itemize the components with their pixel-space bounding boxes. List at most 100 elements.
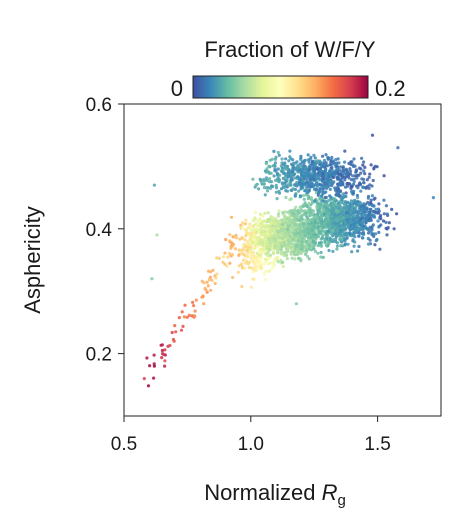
scatter-point xyxy=(192,314,196,318)
scatter-point xyxy=(333,232,337,236)
scatter-point xyxy=(325,234,329,238)
scatter-point xyxy=(294,302,298,306)
scatter-point xyxy=(361,228,365,232)
scatter-point xyxy=(152,362,156,366)
scatter-point xyxy=(329,202,333,206)
scatter-point xyxy=(271,218,275,222)
scatter-point xyxy=(315,201,319,205)
scatter-point xyxy=(370,203,374,208)
scatter-point xyxy=(321,208,325,212)
scatter-point xyxy=(382,212,386,216)
scatter-point xyxy=(259,252,263,256)
scatter-point xyxy=(324,190,328,194)
scatter-point xyxy=(326,229,330,233)
scatter-point xyxy=(268,253,272,257)
scatter-point xyxy=(336,157,340,161)
scatter-point xyxy=(294,167,298,171)
scatter-point xyxy=(370,133,375,137)
x-tick-label: 0.5 xyxy=(111,434,137,455)
scatter-point xyxy=(264,170,268,174)
scatter-point xyxy=(163,348,167,352)
scatter-point xyxy=(170,330,174,335)
scatter-point xyxy=(266,250,270,254)
scatter-point xyxy=(253,228,257,232)
scatter-point xyxy=(226,255,230,259)
scatter-point xyxy=(360,177,364,181)
scatter-point xyxy=(309,239,313,243)
scatter-point xyxy=(310,181,314,185)
scatter-point xyxy=(296,163,300,168)
scatter-point xyxy=(341,192,345,196)
scatter-point xyxy=(331,249,335,253)
scatter-point xyxy=(279,248,284,252)
scatter-point xyxy=(294,237,298,241)
scatter-point xyxy=(375,237,379,242)
scatter-point xyxy=(293,239,297,243)
scatter-point xyxy=(361,206,365,211)
scatter-point xyxy=(326,199,331,203)
scatter-point xyxy=(244,218,248,222)
scatter-point xyxy=(266,186,270,190)
scatter-point xyxy=(272,228,276,232)
scatter-point xyxy=(384,220,388,224)
scatter-point xyxy=(296,249,300,253)
scatter-point xyxy=(274,190,278,194)
scatter-point xyxy=(258,212,263,216)
scatter-point xyxy=(322,158,326,163)
scatter-point xyxy=(335,219,339,223)
scatter-point xyxy=(309,185,313,189)
scatter-point xyxy=(300,237,304,241)
scatter-point xyxy=(343,206,347,211)
scatter-point xyxy=(284,157,288,161)
scatter-point xyxy=(262,238,266,242)
scatter-point xyxy=(328,225,332,229)
scatter-point xyxy=(342,228,346,232)
scatter-point xyxy=(343,242,347,246)
scatter-point xyxy=(297,256,301,260)
scatter-point xyxy=(291,166,295,170)
scatter-point xyxy=(306,197,310,201)
scatter-point xyxy=(272,233,276,237)
scatter-point xyxy=(282,240,286,245)
scatter-point xyxy=(261,262,265,266)
scatter-point xyxy=(344,211,348,215)
scatter-point xyxy=(350,160,354,164)
scatter-point xyxy=(278,173,282,177)
scatter-point xyxy=(246,240,250,244)
scatter-point xyxy=(252,247,256,251)
scatter-point xyxy=(315,167,320,171)
scatter-point xyxy=(308,178,312,182)
scatter-point xyxy=(359,226,363,230)
scatter-point xyxy=(289,178,293,182)
scatter-point xyxy=(284,238,288,242)
scatter-point xyxy=(223,251,227,255)
scatter-point xyxy=(319,241,323,245)
scatter-point xyxy=(224,237,228,242)
scatter-point xyxy=(310,224,314,228)
scatter-point xyxy=(310,171,314,175)
scatter-point xyxy=(248,222,252,226)
scatter-point xyxy=(355,201,359,205)
scatter-point xyxy=(373,196,377,200)
scatter-point xyxy=(181,324,185,328)
scatter-point xyxy=(307,174,311,178)
scatter-point xyxy=(291,238,295,242)
scatter-point xyxy=(295,252,299,257)
scatter-point xyxy=(324,168,328,172)
scatter-point xyxy=(163,359,167,363)
scatter-point xyxy=(327,248,331,253)
scatter-point xyxy=(145,356,149,360)
scatter-point xyxy=(346,200,350,204)
scatter-point xyxy=(362,160,366,164)
scatter-point xyxy=(268,261,272,265)
scatter-point xyxy=(345,184,350,188)
scatter-point xyxy=(284,195,288,200)
scatter-point xyxy=(207,278,211,282)
scatter-point xyxy=(342,231,346,236)
scatter-point xyxy=(276,212,281,216)
scatter-point xyxy=(205,280,209,284)
scatter-point xyxy=(329,239,333,243)
scatter-point xyxy=(348,182,352,186)
scatter-point xyxy=(318,183,322,187)
scatter-point xyxy=(375,165,379,169)
